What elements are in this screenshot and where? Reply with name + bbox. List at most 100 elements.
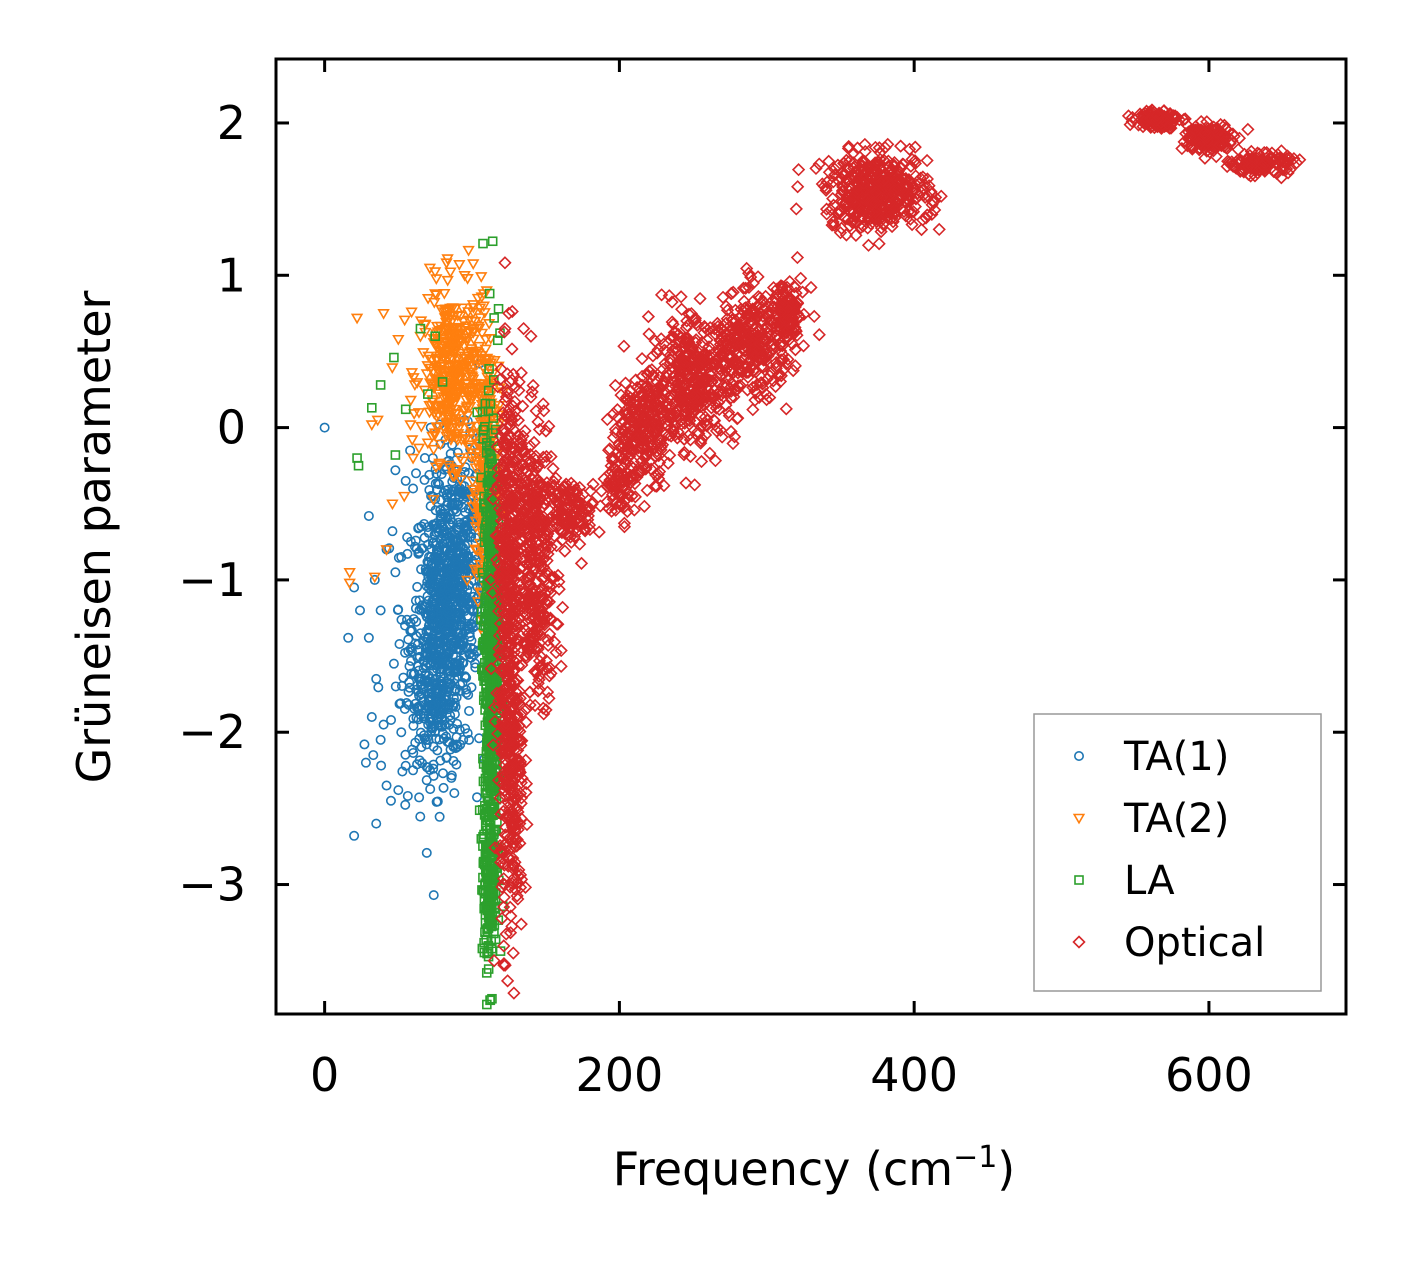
data-point [726, 436, 740, 451]
data-point [755, 336, 770, 350]
data-point [437, 377, 448, 387]
data-point [708, 390, 722, 404]
data-point [449, 788, 460, 799]
data-point [435, 583, 446, 594]
data-point [479, 344, 492, 356]
data-point [526, 378, 540, 393]
data-point [413, 523, 424, 534]
data-point [483, 385, 494, 396]
data-point [531, 497, 545, 511]
data-point [505, 373, 519, 387]
data-point [518, 506, 532, 520]
data-point [447, 361, 460, 372]
data-point [435, 349, 449, 361]
data-point [694, 373, 708, 387]
data-point [387, 526, 398, 537]
data-point [466, 682, 477, 693]
data-point [636, 429, 650, 443]
data-point [410, 595, 421, 606]
data-point [469, 544, 482, 556]
data-point [567, 530, 582, 544]
data-point [640, 391, 654, 405]
data-point [440, 258, 453, 270]
data-point [512, 604, 526, 618]
data-point [532, 682, 547, 697]
data-point [409, 668, 420, 679]
data-point [412, 645, 423, 656]
data-point [685, 388, 699, 402]
data-point [654, 332, 668, 346]
data-point [640, 483, 654, 497]
data-point [466, 372, 479, 384]
data-point [484, 364, 494, 374]
data-point [491, 478, 505, 493]
data-point [627, 396, 641, 411]
data-point [445, 590, 456, 601]
data-point [508, 545, 522, 559]
data-point [485, 995, 495, 1006]
data-point [521, 590, 535, 604]
data-point [507, 455, 522, 469]
data-point [681, 428, 696, 443]
data-point [774, 279, 789, 293]
data-point [507, 423, 521, 437]
data-point [458, 405, 472, 417]
data-point [360, 757, 371, 768]
data-point [652, 455, 667, 470]
data-point [510, 787, 525, 801]
data-point [434, 439, 447, 451]
data-point [505, 455, 519, 470]
data-point [457, 600, 468, 611]
data-point [390, 567, 401, 578]
data-point [510, 1020, 521, 1031]
data-point [656, 392, 670, 406]
data-point [406, 435, 419, 446]
data-point [451, 759, 462, 770]
data-point [425, 712, 436, 723]
data-point [503, 926, 518, 940]
data-point [479, 491, 489, 502]
data-point [477, 406, 488, 417]
data-point [499, 927, 513, 941]
data-point [480, 421, 490, 432]
data-point [642, 327, 656, 341]
data-point [350, 313, 364, 325]
data-point [418, 663, 429, 674]
data-point [789, 324, 803, 338]
data-point [617, 439, 631, 453]
data-point [460, 378, 474, 390]
data-point [708, 454, 723, 468]
data-point [688, 403, 702, 418]
data-point [430, 422, 443, 433]
data-point [415, 811, 426, 822]
data-point [518, 880, 533, 894]
data-point [759, 354, 773, 368]
data-point [488, 413, 499, 423]
data-point [499, 719, 513, 733]
data-point [693, 291, 707, 306]
data-point [600, 412, 614, 427]
data-point [444, 353, 457, 365]
data-point [402, 548, 413, 559]
data-point [679, 402, 694, 416]
data-point [376, 760, 387, 771]
data-point [576, 517, 590, 531]
data-point [617, 414, 631, 428]
data-point [479, 637, 489, 647]
data-point [412, 443, 426, 455]
data-point [652, 448, 666, 463]
data-point [511, 545, 526, 559]
data-point [465, 386, 478, 398]
data-point [512, 383, 526, 398]
data-point [500, 386, 515, 400]
data-point [426, 650, 437, 661]
data-point [621, 487, 635, 501]
data-point [514, 811, 528, 826]
data-point [440, 485, 451, 496]
data-point [694, 420, 708, 434]
data-point [452, 423, 466, 434]
data-point [540, 685, 555, 699]
data-point [525, 459, 539, 474]
data-point [451, 324, 464, 336]
data-point [682, 347, 697, 362]
